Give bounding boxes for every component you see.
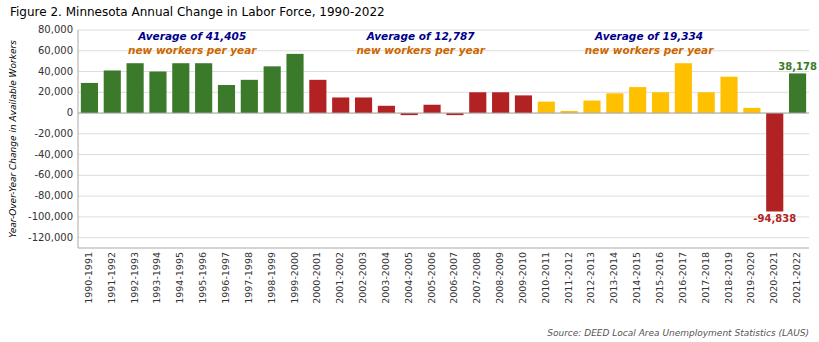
zero-line xyxy=(78,113,809,114)
average-annotation: new workers per year xyxy=(128,44,257,56)
x-tick-label: 1993-1994 xyxy=(151,252,162,304)
x-tick-label: 2015-2016 xyxy=(654,252,665,304)
bar xyxy=(538,102,555,113)
x-tick-label: 2014-2015 xyxy=(631,252,642,304)
title: Figure 2. Minnesota Annual Change in Lab… xyxy=(10,5,385,19)
bar-annotation: -94,838 xyxy=(753,213,796,224)
bar xyxy=(652,92,669,113)
bar xyxy=(218,85,235,113)
y-tick-label: 40,000 xyxy=(38,66,73,77)
bar-annotation: 38,178 xyxy=(778,61,817,72)
grid-line xyxy=(78,133,809,134)
bar xyxy=(743,108,760,113)
x-tick-label: 2013-2014 xyxy=(608,252,619,304)
source-note: Source: DEED Local Area Unemployment Sta… xyxy=(547,328,809,338)
bar xyxy=(515,95,532,113)
x-tick-label: 2016-2017 xyxy=(677,252,688,304)
bar xyxy=(675,63,692,113)
chart: Figure 2. Minnesota Annual Change in Lab… xyxy=(0,0,819,342)
y-tick-label: -120,000 xyxy=(28,232,73,243)
bar xyxy=(81,83,98,113)
bar xyxy=(766,113,783,211)
bar xyxy=(195,63,212,113)
x-tick-label: 1995-1996 xyxy=(197,252,208,304)
bar xyxy=(264,66,281,113)
x-tick-label: 2000-2001 xyxy=(311,252,322,304)
x-tick-label: 1999-2000 xyxy=(289,252,300,304)
x-tick-label: 2008-2009 xyxy=(494,252,505,304)
bar xyxy=(286,54,303,113)
x-tick-label: 1991-1992 xyxy=(106,252,117,304)
average-annotation: Average of 12,787 xyxy=(366,30,476,42)
x-tick-label: 2012-2013 xyxy=(585,252,596,304)
bar xyxy=(789,73,806,113)
average-annotation: Average of 41,405 xyxy=(137,30,246,42)
bar xyxy=(149,72,166,114)
grid-line xyxy=(78,175,809,176)
x-tick-label: 2020-2021 xyxy=(768,252,779,304)
grid-line xyxy=(78,216,809,217)
bar xyxy=(606,93,623,113)
average-annotation: Average of 19,334 xyxy=(594,30,703,42)
y-tick-label: 80,000 xyxy=(38,24,73,35)
x-tick-label: 1992-1993 xyxy=(129,252,140,304)
x-tick-label: 2019-2020 xyxy=(745,252,756,304)
average-annotation: new workers per year xyxy=(585,44,714,56)
bar xyxy=(172,63,189,113)
bar xyxy=(629,87,646,113)
bar xyxy=(583,101,600,113)
x-tick-label: 2017-2018 xyxy=(700,252,711,304)
x-tick-label: 2005-2006 xyxy=(426,252,437,304)
bars xyxy=(81,54,806,212)
x-axis-line xyxy=(78,248,809,249)
grid-line xyxy=(78,154,809,155)
x-tick-label: 2018-2019 xyxy=(723,252,734,304)
bar xyxy=(720,77,737,113)
x-tick-label: 2009-2010 xyxy=(517,252,528,304)
y-tick-label: -40,000 xyxy=(34,149,73,160)
bar xyxy=(309,80,326,113)
grid xyxy=(78,30,809,238)
x-tick-label: 2003-2004 xyxy=(380,252,391,304)
x-tick-label: 1990-1991 xyxy=(83,252,94,304)
bar xyxy=(355,97,372,113)
y-tick-label: -20,000 xyxy=(34,128,73,139)
y-tick-label: -80,000 xyxy=(34,190,73,201)
y-tick-label: 0 xyxy=(67,107,73,118)
bar xyxy=(241,80,258,113)
bar xyxy=(104,70,121,113)
y-tick-label: 20,000 xyxy=(38,86,73,97)
bar xyxy=(332,97,349,113)
grid-line xyxy=(78,113,809,114)
bar xyxy=(378,106,395,113)
x-tick-label: 2001-2002 xyxy=(334,252,345,304)
y-tick-label: 60,000 xyxy=(38,45,73,56)
bar xyxy=(424,105,441,113)
bar xyxy=(469,92,486,113)
grid-line xyxy=(78,196,809,197)
background xyxy=(0,0,819,342)
grid-line xyxy=(78,237,809,238)
x-tick-label: 1996-1997 xyxy=(220,252,231,304)
average-annotation: new workers per year xyxy=(356,44,485,56)
x-tick-label: 2004-2005 xyxy=(403,252,414,304)
y-axis-label: Year-Over-Year Change in Available Worke… xyxy=(8,40,18,238)
y-tick-label: -100,000 xyxy=(28,211,73,222)
x-tick-label: 2021-2022 xyxy=(791,252,802,304)
x-tick-label: 1994-1995 xyxy=(174,252,185,304)
x-tick-label: 2006-2007 xyxy=(448,252,459,304)
bar xyxy=(492,92,509,113)
x-tick-label: 2007-2008 xyxy=(471,252,482,304)
x-tick-label: 1997-1998 xyxy=(243,252,254,304)
x-tick-label: 2002-2003 xyxy=(357,252,368,304)
x-tick-label: 2010-2011 xyxy=(540,252,551,304)
bar xyxy=(127,63,144,113)
y-tick-label: -60,000 xyxy=(34,169,73,180)
x-tick-label: 1998-1999 xyxy=(266,252,277,304)
x-tick-label: 2011-2012 xyxy=(563,252,574,304)
y-axis-line xyxy=(78,30,79,248)
bar xyxy=(698,92,715,113)
